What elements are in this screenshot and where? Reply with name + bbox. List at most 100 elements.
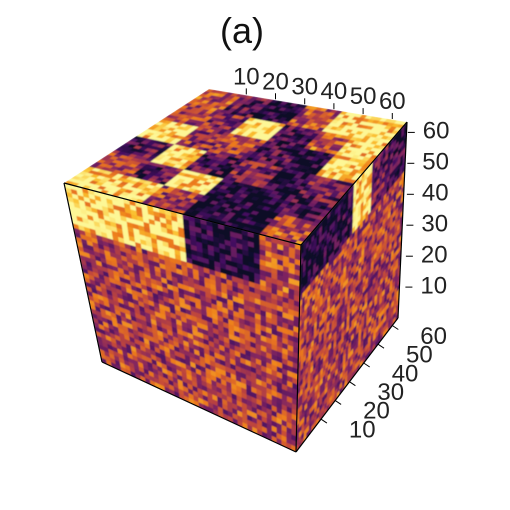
right-face-cell — [323, 259, 327, 270]
right-face-cell — [370, 259, 375, 270]
right-face-cell — [315, 274, 319, 284]
right-face-cell — [311, 407, 315, 418]
right-face-cell — [352, 220, 356, 230]
right-face-cell — [360, 200, 364, 211]
right-face-cell — [355, 336, 359, 346]
front-face-cell — [192, 385, 199, 394]
right-face-cell — [381, 251, 385, 262]
front-face-cell — [129, 341, 137, 349]
right-face-cell — [386, 179, 390, 189]
right-face-cell — [344, 239, 348, 250]
front-face-cell — [149, 375, 156, 384]
right-face-cell — [361, 242, 365, 253]
right-face-cell — [379, 225, 383, 235]
right-face-cell — [302, 274, 306, 284]
right-face-cell — [324, 401, 328, 411]
front-face-cell — [143, 338, 151, 346]
right-face-cell — [339, 308, 343, 319]
right-face-cell — [330, 358, 334, 369]
right-face-cell — [327, 382, 331, 393]
cube-edge — [295, 317, 399, 453]
right-face-cell — [306, 424, 310, 435]
right-face-cell — [380, 312, 385, 323]
right-face-cell — [378, 260, 382, 270]
front-face-cell — [107, 343, 114, 352]
right-face-cell — [327, 215, 331, 226]
right-face-cell — [345, 276, 349, 287]
right-face-cell — [375, 278, 379, 288]
right-face-cell — [389, 166, 393, 176]
right-face-cell — [382, 166, 386, 176]
right-face-cell — [335, 362, 339, 373]
right-face-cell — [388, 312, 392, 323]
front-face-cell — [173, 345, 181, 354]
right-face-cell — [319, 219, 323, 230]
right-face-cell — [340, 268, 344, 278]
front-face-cell — [175, 360, 182, 368]
right-face-cell — [387, 215, 391, 226]
right-face-cell — [366, 307, 370, 318]
right-face-cell — [341, 315, 345, 325]
right-face-cell — [395, 266, 399, 277]
right-face-cell — [350, 275, 354, 285]
right-face-cell — [353, 190, 357, 200]
right-face-cell — [305, 250, 309, 261]
right-face-cell — [370, 208, 374, 218]
right-face-cell — [342, 227, 346, 238]
axis-right-lower-tick — [392, 325, 399, 330]
right-face-cell — [326, 314, 330, 325]
front-face-cell — [118, 302, 126, 310]
right-face-cell — [340, 278, 344, 288]
right-face-cell — [314, 383, 318, 394]
right-face-cell — [393, 199, 397, 209]
right-face-cell — [332, 209, 336, 219]
right-face-cell — [390, 309, 394, 319]
right-face-cell — [383, 258, 387, 268]
right-face-cell — [347, 356, 351, 366]
front-face-cell — [227, 400, 233, 409]
right-face-cell — [372, 220, 376, 230]
right-face-cell — [315, 358, 319, 368]
right-face-cell — [315, 373, 319, 384]
right-face-cell — [385, 265, 389, 275]
right-face-cell — [370, 218, 374, 228]
right-face-cell — [299, 319, 303, 329]
front-face-cell — [168, 343, 176, 352]
right-face-cell — [360, 282, 364, 293]
front-face-cell — [160, 318, 168, 326]
front-face-cell — [143, 333, 150, 342]
right-face-cell — [348, 268, 352, 279]
right-face-cell — [376, 299, 380, 310]
front-face-cell — [132, 329, 140, 337]
front-face-cell — [120, 316, 128, 324]
right-face-cell — [304, 302, 308, 312]
right-face-cell — [389, 237, 393, 247]
right-face-cell — [368, 253, 372, 263]
right-face-cell — [358, 332, 362, 343]
right-face-cell — [358, 327, 362, 338]
right-face-cell — [355, 346, 359, 356]
right-face-cell — [367, 226, 371, 236]
right-face-cell — [297, 381, 301, 391]
right-face-cell — [306, 414, 310, 424]
right-face-cell — [328, 273, 332, 284]
right-face-cell — [329, 316, 333, 326]
front-face-cell — [186, 369, 193, 377]
right-face-cell — [384, 167, 388, 178]
right-face-cell — [353, 344, 357, 354]
right-face-cell — [381, 293, 385, 303]
right-face-cell — [368, 309, 373, 320]
right-face-cell — [363, 331, 367, 341]
right-face-cell — [371, 178, 375, 188]
right-face-cell — [362, 227, 366, 238]
right-face-cell — [311, 244, 315, 255]
right-face-cell — [316, 337, 320, 348]
right-face-cell — [330, 265, 334, 276]
front-face-cell — [202, 389, 209, 398]
right-face-cell — [297, 401, 301, 412]
right-face-cell — [398, 198, 402, 208]
right-face-cell — [371, 306, 375, 316]
right-face-cell — [324, 302, 328, 312]
right-face-cell — [344, 224, 348, 234]
right-face-cell — [313, 351, 317, 361]
